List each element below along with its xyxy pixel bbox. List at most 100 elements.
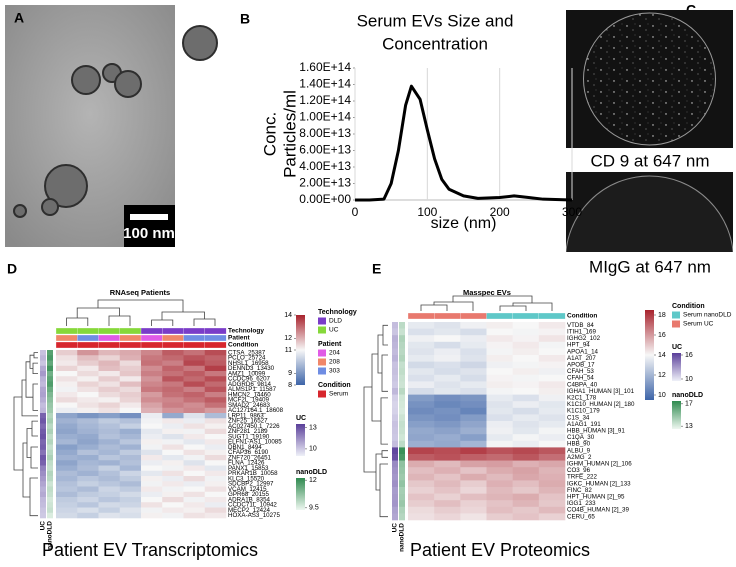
heatmap-cell bbox=[162, 402, 184, 409]
heatmap-cell bbox=[98, 407, 121, 414]
row-annotation-cell bbox=[392, 473, 398, 481]
heatmap-cell bbox=[512, 480, 540, 488]
heatmap-cell bbox=[204, 491, 227, 498]
colorbar bbox=[645, 310, 654, 400]
heatmap-cell bbox=[204, 355, 227, 361]
panel-caption: Patient EV Transcriptomics bbox=[42, 540, 258, 560]
heatmap-cell bbox=[77, 434, 99, 440]
heatmap-cell bbox=[538, 434, 566, 442]
heatmap-cell bbox=[408, 394, 435, 402]
heatmap-cell bbox=[538, 421, 566, 428]
heatmap-cell bbox=[460, 335, 487, 343]
heatmap-cell bbox=[141, 413, 163, 419]
heatmap-cell bbox=[183, 392, 206, 398]
heatmap-cell bbox=[434, 414, 461, 422]
row-annotation-cell bbox=[40, 428, 46, 435]
row-label: IGG1_233 bbox=[567, 500, 596, 507]
legend-swatch bbox=[672, 320, 680, 328]
annotation-cell bbox=[204, 327, 227, 335]
row-annotation-cell bbox=[47, 376, 53, 382]
heatmap-cell bbox=[56, 512, 78, 519]
row-label: MECP2_12424 bbox=[228, 507, 271, 514]
heatmap-cell bbox=[98, 486, 121, 493]
heatmap-cell bbox=[119, 413, 142, 419]
heatmap-cell bbox=[460, 440, 487, 448]
row-label: DENND3_13430 bbox=[228, 365, 275, 372]
heatmap-cell bbox=[56, 381, 78, 388]
heatmap-cell bbox=[183, 402, 206, 409]
heatmap-cell bbox=[460, 454, 487, 461]
row-label: K1C10_HUMAN [2]_180 bbox=[567, 401, 635, 408]
heatmap-cell bbox=[204, 460, 227, 466]
heatmap-cell bbox=[460, 414, 487, 422]
heatmap-cell bbox=[162, 497, 184, 503]
row-label: C4BPA_40 bbox=[567, 381, 598, 388]
heatmap-cell bbox=[204, 413, 227, 419]
row-annotation-cell bbox=[399, 322, 405, 329]
y-tick-label: 1.60E+14 bbox=[299, 60, 351, 74]
heatmap-cell bbox=[141, 497, 163, 503]
heatmap-cell bbox=[141, 449, 163, 456]
heatmap-cell bbox=[141, 365, 163, 372]
heatmap-cell bbox=[486, 361, 513, 369]
row-label: HBB_HUMAN [3]_91 bbox=[567, 428, 625, 435]
heatmap-cell bbox=[77, 418, 99, 424]
heatmap-cell bbox=[460, 374, 487, 382]
row-label: ADRA1B_8354 bbox=[228, 496, 271, 503]
heatmap-cell bbox=[538, 368, 566, 376]
heatmap-cell bbox=[162, 434, 184, 440]
row-annotation-cell bbox=[399, 368, 405, 376]
heatmap-cell bbox=[512, 381, 540, 389]
heatmap-cell bbox=[183, 507, 206, 514]
heatmap-cell bbox=[434, 374, 461, 382]
heatmap-cell bbox=[141, 512, 163, 519]
heatmap-cell bbox=[56, 392, 78, 398]
heatmap-cell bbox=[119, 402, 142, 409]
legend-tick-label: 17 bbox=[685, 401, 693, 408]
heatmap-cell bbox=[408, 480, 435, 488]
row-annotation-cell bbox=[392, 374, 398, 382]
heatmap-cell bbox=[183, 413, 206, 419]
heatmap-title: RNAseq Patients bbox=[110, 288, 170, 297]
annotation-cell bbox=[140, 327, 163, 335]
row-annotation-cell bbox=[40, 502, 46, 508]
heatmap-cell bbox=[56, 423, 78, 430]
heatmap-cell bbox=[141, 360, 163, 367]
row-label: AMZ1_10099 bbox=[228, 370, 266, 377]
annotation-cell bbox=[119, 341, 142, 349]
row-annotation-cell bbox=[399, 414, 405, 422]
heatmap-cell bbox=[538, 454, 566, 461]
heatmap-cell bbox=[56, 386, 78, 393]
heatmap-cell bbox=[141, 371, 163, 377]
heatmap-cell bbox=[77, 491, 99, 498]
heatmap-cell bbox=[56, 507, 78, 514]
row-label: IGHG2_102 bbox=[567, 335, 601, 342]
row-label: A2MG_2 bbox=[567, 454, 592, 461]
row-label: APOB_17 bbox=[567, 362, 595, 369]
heatmap-cell bbox=[460, 394, 487, 402]
heatmap-cell bbox=[162, 476, 184, 482]
heatmap-cell bbox=[204, 376, 227, 382]
heatmap-cell bbox=[460, 388, 487, 395]
heatmap-cell bbox=[486, 447, 513, 455]
row-annotation-cell bbox=[47, 470, 53, 477]
row-annotation-cell bbox=[47, 386, 53, 393]
legend-label: 208 bbox=[329, 359, 340, 366]
legend-label: UC bbox=[329, 327, 339, 334]
row-label: ALBU_9 bbox=[567, 447, 591, 454]
heatmap-cell bbox=[119, 434, 142, 440]
row-annotation-cell bbox=[399, 473, 405, 481]
row-annotation-cell bbox=[47, 428, 53, 435]
row-label: CFAH_53 bbox=[567, 368, 594, 375]
heatmap-cell bbox=[98, 381, 121, 388]
heatmap-cell bbox=[183, 502, 206, 508]
row-label: FLNA_12426 bbox=[228, 460, 265, 467]
colorbar-tick-label: 9 bbox=[288, 370, 292, 377]
row-annotation-cell bbox=[47, 350, 53, 356]
panel-label: B bbox=[240, 11, 250, 27]
annotation-cell bbox=[183, 334, 206, 342]
heatmap-cell bbox=[538, 460, 566, 468]
legend-tick-label: 13 bbox=[685, 423, 693, 430]
row-annotation-label: UC bbox=[392, 523, 399, 533]
annotation-cell bbox=[204, 341, 227, 349]
